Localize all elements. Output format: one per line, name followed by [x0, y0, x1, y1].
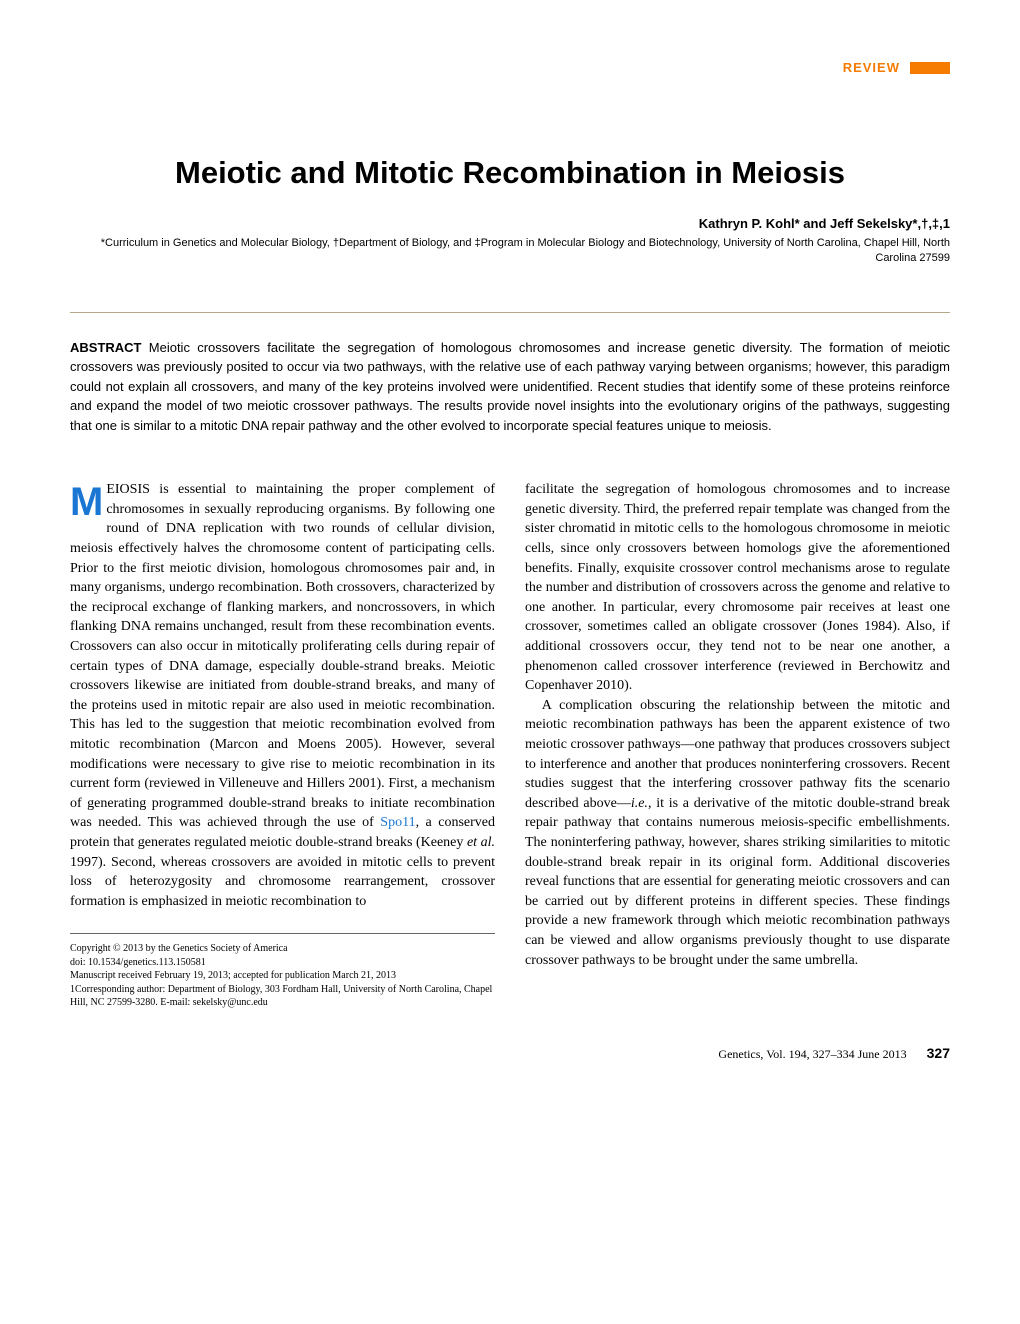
manuscript-line: Manuscript received February 19, 2013; a…: [70, 969, 495, 983]
body-paragraph-3: A complication obscuring the relationshi…: [525, 696, 950, 970]
et-al: et al.: [467, 835, 495, 850]
page-number: 327: [927, 1045, 950, 1061]
footnotes-block: Copyright © 2013 by the Genetics Society…: [70, 942, 495, 1010]
p1-text-a: EIOSIS is essential to maintaining the p…: [70, 482, 495, 830]
corresponding-author-line: 1Corresponding author: Department of Bio…: [70, 983, 495, 1010]
affiliations: *Curriculum in Genetics and Molecular Bi…: [70, 236, 950, 267]
drop-cap: M: [70, 482, 103, 522]
body-paragraph-2: facilitate the segregation of homologous…: [525, 480, 950, 696]
ie-italic: i.e.: [631, 796, 648, 811]
left-column: MEIOSIS is essential to maintaining the …: [70, 480, 495, 1010]
abstract-text: Meiotic crossovers facilitate the segreg…: [70, 340, 950, 433]
header-bar: REVIEW: [70, 60, 950, 75]
doi-line: doi: 10.1534/genetics.113.150581: [70, 956, 495, 970]
copyright-line: Copyright © 2013 by the Genetics Society…: [70, 942, 495, 956]
section-divider: [70, 312, 950, 313]
authors-line: Kathryn P. Kohl* and Jeff Sekelsky*,†,‡,…: [70, 216, 950, 231]
p1-text-c: 1997). Second, whereas crossovers are av…: [70, 855, 495, 909]
p3-text-b: , it is a derivative of the mitotic doub…: [525, 796, 950, 968]
body-columns: MEIOSIS is essential to maintaining the …: [70, 480, 950, 1010]
accent-block: [910, 62, 950, 74]
journal-citation: Genetics, Vol. 194, 327–334 June 2013: [718, 1047, 906, 1062]
footnote-divider: [70, 933, 495, 934]
review-badge: REVIEW: [843, 60, 900, 75]
body-paragraph-1: MEIOSIS is essential to maintaining the …: [70, 480, 495, 911]
abstract-block: ABSTRACT Meiotic crossovers facilitate t…: [70, 338, 950, 436]
page-footer: Genetics, Vol. 194, 327–334 June 2013 32…: [70, 1045, 950, 1062]
abstract-label: ABSTRACT: [70, 340, 142, 355]
right-column: facilitate the segregation of homologous…: [525, 480, 950, 1010]
article-title: Meiotic and Mitotic Recombination in Mei…: [70, 155, 950, 191]
p3-text-a: A complication obscuring the relationshi…: [525, 698, 950, 811]
gene-spo11: Spo11: [380, 815, 415, 830]
